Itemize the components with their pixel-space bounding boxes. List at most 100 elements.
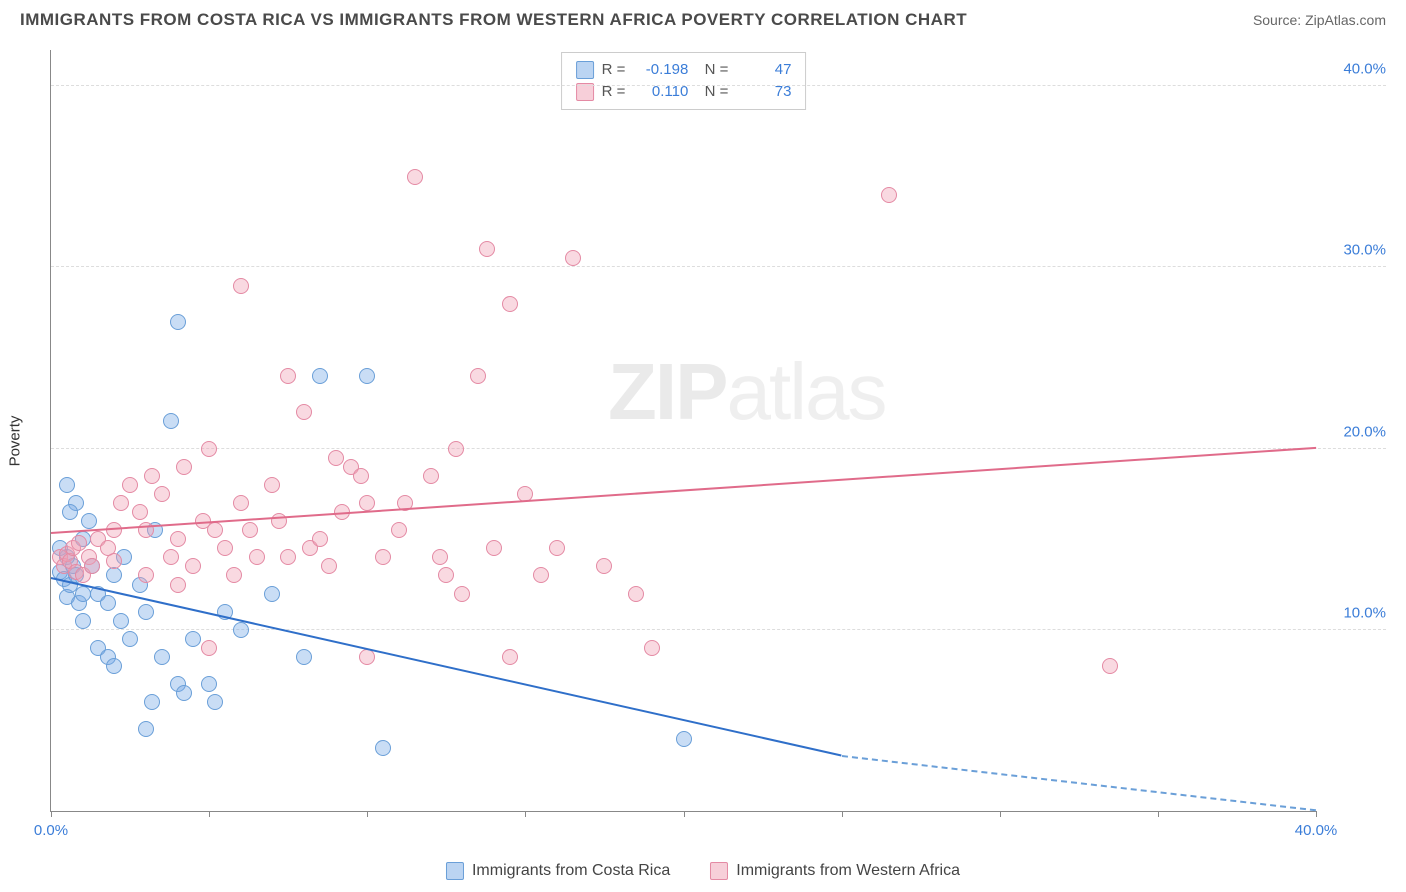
data-point [438, 567, 454, 583]
data-point [138, 721, 154, 737]
data-point [59, 477, 75, 493]
y-tick-label: 30.0% [1326, 242, 1386, 259]
data-point [423, 468, 439, 484]
data-point [375, 549, 391, 565]
data-point [154, 649, 170, 665]
legend-stats-row: R = -0.198 N = 47 [576, 59, 792, 81]
data-point [122, 631, 138, 647]
data-point [565, 250, 581, 266]
data-point [296, 404, 312, 420]
data-point [122, 477, 138, 493]
data-point [217, 540, 233, 556]
x-tick-label: 0.0% [34, 822, 68, 839]
gridline [51, 629, 1386, 630]
data-point [71, 535, 87, 551]
trend-line [842, 755, 1317, 811]
gridline [51, 85, 1386, 86]
data-point [644, 640, 660, 656]
stat-label: N = [696, 59, 728, 81]
data-point [106, 553, 122, 569]
data-point [233, 278, 249, 294]
data-point [312, 531, 328, 547]
watermark-bold: ZIP [608, 347, 726, 436]
data-point [359, 495, 375, 511]
data-point [207, 694, 223, 710]
legend-stats-box: R = -0.198 N = 47 R = 0.110 N = 73 [561, 52, 807, 110]
chart-title: IMMIGRANTS FROM COSTA RICA VS IMMIGRANTS… [20, 10, 967, 30]
data-point [201, 441, 217, 457]
swatch-icon [446, 862, 464, 880]
data-point [486, 540, 502, 556]
x-tick [51, 811, 52, 817]
data-point [448, 441, 464, 457]
data-point [138, 567, 154, 583]
x-tick [1158, 811, 1159, 817]
data-point [138, 604, 154, 620]
y-tick-label: 10.0% [1326, 604, 1386, 621]
data-point [628, 586, 644, 602]
data-point [233, 495, 249, 511]
data-point [391, 522, 407, 538]
data-point [84, 558, 100, 574]
data-point [502, 296, 518, 312]
data-point [280, 549, 296, 565]
data-point [233, 622, 249, 638]
data-point [185, 631, 201, 647]
stat-value: -0.198 [633, 59, 688, 81]
data-point [176, 685, 192, 701]
x-tick [842, 811, 843, 817]
data-point [479, 241, 495, 257]
x-tick [367, 811, 368, 817]
data-point [321, 558, 337, 574]
data-point [312, 368, 328, 384]
data-point [207, 522, 223, 538]
data-point [81, 513, 97, 529]
data-point [226, 567, 242, 583]
chart-source: Source: ZipAtlas.com [1253, 12, 1386, 28]
trend-line [51, 577, 842, 757]
legend-item: Immigrants from Western Africa [710, 862, 960, 880]
x-tick [209, 811, 210, 817]
data-point [432, 549, 448, 565]
swatch-icon [710, 862, 728, 880]
data-point [296, 649, 312, 665]
data-point [75, 613, 91, 629]
x-tick [684, 811, 685, 817]
y-axis-title: Poverty [7, 416, 24, 467]
data-point [375, 740, 391, 756]
data-point [201, 676, 217, 692]
watermark: ZIPatlas [608, 346, 885, 438]
swatch-icon [576, 61, 594, 79]
y-tick-label: 40.0% [1326, 61, 1386, 78]
data-point [170, 314, 186, 330]
data-point [353, 468, 369, 484]
data-point [106, 522, 122, 538]
data-point [881, 187, 897, 203]
data-point [113, 613, 129, 629]
legend-item: Immigrants from Costa Rica [446, 862, 670, 880]
data-point [1102, 658, 1118, 674]
data-point [249, 549, 265, 565]
trend-line [51, 447, 1316, 534]
data-point [280, 368, 296, 384]
data-point [176, 459, 192, 475]
data-point [163, 549, 179, 565]
watermark-thin: atlas [726, 347, 885, 436]
bottom-legend: Immigrants from Costa Rica Immigrants fr… [446, 862, 960, 880]
x-tick [1000, 811, 1001, 817]
chart-area: Poverty ZIPatlas R = -0.198 N = 47 R = 0… [50, 50, 1386, 832]
data-point [676, 731, 692, 747]
legend-label: Immigrants from Western Africa [736, 862, 960, 880]
data-point [533, 567, 549, 583]
data-point [106, 567, 122, 583]
data-point [549, 540, 565, 556]
legend-label: Immigrants from Costa Rica [472, 862, 670, 880]
data-point [144, 468, 160, 484]
gridline [51, 448, 1386, 449]
data-point [106, 658, 122, 674]
data-point [144, 694, 160, 710]
data-point [264, 477, 280, 493]
data-point [201, 640, 217, 656]
data-point [407, 169, 423, 185]
data-point [185, 558, 201, 574]
